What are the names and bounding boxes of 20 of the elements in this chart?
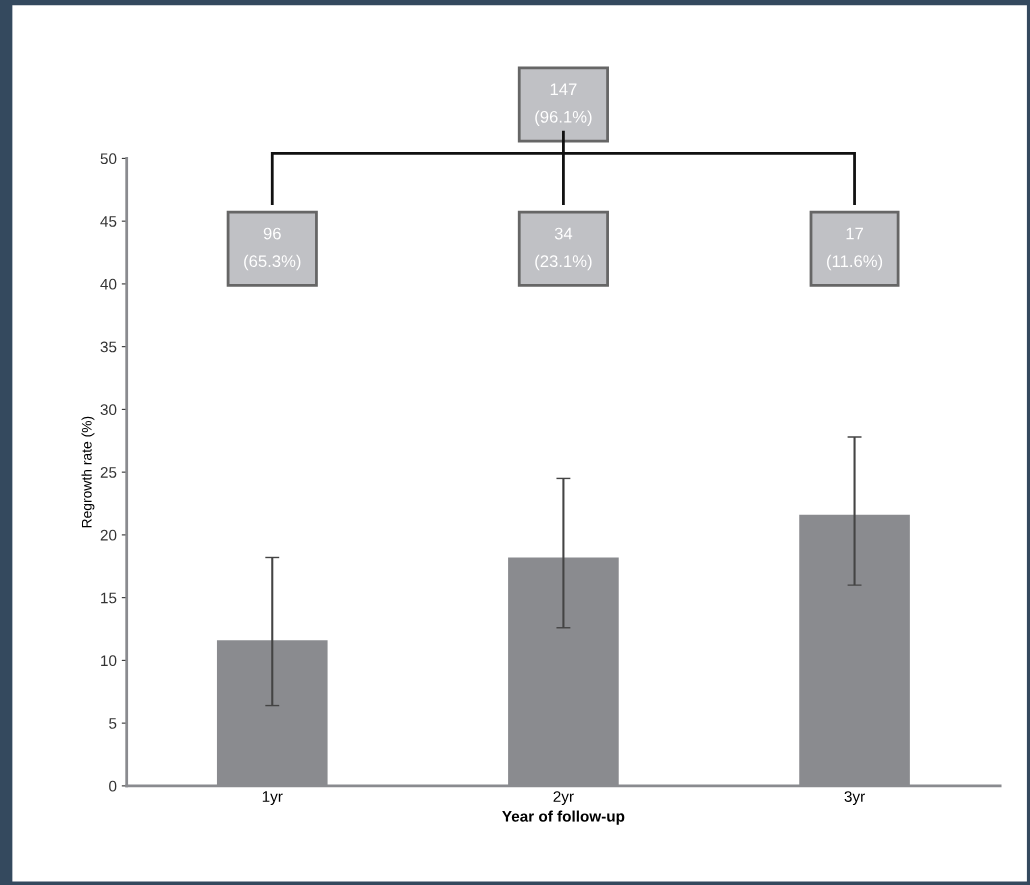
y-tick-label: 30 <box>100 404 117 416</box>
y-tick-label: 35 <box>100 341 117 353</box>
text: 147 (96.1%) <box>535 83 592 127</box>
x-tick-label: 1yr <box>262 791 283 805</box>
annotation: 34 (23.1%) <box>535 227 592 271</box>
y-tick-label: 10 <box>101 655 117 667</box>
x-axis-title: Year of follow-up <box>502 810 625 825</box>
x-tick-label: 2yr <box>553 791 574 805</box>
y-tick-label: 25 <box>100 467 117 478</box>
y-tick-label: 50 <box>100 153 117 165</box>
y-tick-label: 0 <box>109 780 117 792</box>
y-tick-label: 15 <box>101 592 117 604</box>
y-tick-label: 5 <box>109 718 117 729</box>
annotation: 17 (11.6%) <box>827 227 883 271</box>
y-axis-title: Regrowth rate (%) <box>81 416 95 528</box>
annotation: 96 (65.3%) <box>244 227 301 271</box>
y-tick-label: 20 <box>100 529 117 541</box>
x-tick-label: 3yr <box>844 791 865 805</box>
y-tick-label: 45 <box>100 216 117 227</box>
y-tick-label: 40 <box>100 278 117 290</box>
